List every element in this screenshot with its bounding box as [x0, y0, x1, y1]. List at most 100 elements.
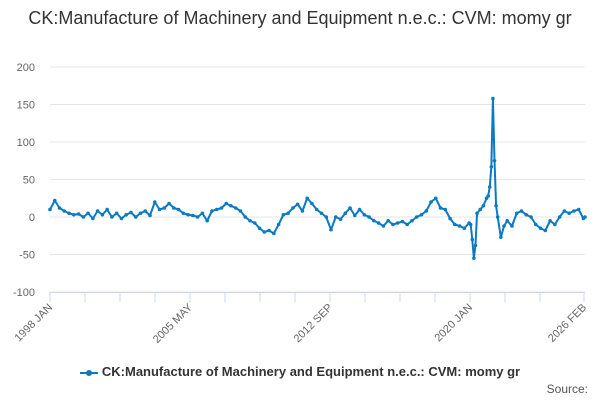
data-point[interactable]: [152, 200, 157, 204]
data-point[interactable]: [438, 206, 443, 210]
data-point[interactable]: [314, 207, 319, 212]
data-point[interactable]: [229, 203, 233, 208]
data-point[interactable]: [491, 96, 495, 101]
data-point[interactable]: [224, 201, 229, 206]
data-point[interactable]: [262, 230, 267, 234]
data-point[interactable]: [492, 158, 497, 163]
data-point[interactable]: [86, 211, 90, 216]
data-point[interactable]: [338, 217, 343, 222]
data-point[interactable]: [267, 228, 271, 233]
data-point[interactable]: [433, 196, 438, 201]
data-point[interactable]: [295, 202, 300, 207]
data-point[interactable]: [129, 210, 133, 215]
data-point[interactable]: [138, 211, 143, 216]
data-point[interactable]: [195, 215, 200, 219]
data-point[interactable]: [72, 212, 76, 217]
data-point[interactable]: [353, 213, 357, 218]
data-point[interactable]: [148, 213, 152, 218]
data-point[interactable]: [329, 227, 333, 232]
data-point[interactable]: [381, 224, 386, 228]
data-point[interactable]: [238, 209, 243, 213]
data-point[interactable]: [462, 226, 467, 231]
data-point[interactable]: [583, 215, 587, 219]
data-point[interactable]: [472, 256, 476, 261]
data-point[interactable]: [200, 211, 205, 216]
data-point[interactable]: [286, 211, 290, 216]
data-point[interactable]: [538, 226, 543, 231]
data-point[interactable]: [557, 215, 562, 219]
data-point[interactable]: [210, 209, 214, 213]
data-point[interactable]: [248, 218, 252, 223]
data-point[interactable]: [48, 207, 52, 212]
data-point[interactable]: [57, 206, 62, 210]
data-point[interactable]: [502, 224, 506, 228]
data-point[interactable]: [514, 211, 519, 216]
data-point[interactable]: [162, 206, 167, 210]
data-point[interactable]: [348, 206, 352, 210]
data-point[interactable]: [319, 211, 324, 216]
data-point[interactable]: [529, 215, 533, 219]
data-point[interactable]: [310, 201, 314, 206]
data-point[interactable]: [424, 209, 429, 213]
data-point[interactable]: [214, 207, 219, 212]
data-point[interactable]: [205, 218, 209, 223]
data-point[interactable]: [453, 222, 457, 227]
data-point[interactable]: [489, 164, 494, 169]
data-point[interactable]: [343, 211, 348, 216]
data-point[interactable]: [362, 212, 367, 217]
data-point[interactable]: [119, 216, 124, 221]
data-point[interactable]: [110, 215, 114, 219]
data-point[interactable]: [448, 216, 452, 221]
data-point[interactable]: [391, 222, 395, 227]
data-point[interactable]: [386, 218, 390, 223]
data-point[interactable]: [357, 207, 362, 212]
data-point[interactable]: [252, 221, 257, 225]
data-point[interactable]: [481, 203, 486, 208]
data-point[interactable]: [548, 218, 552, 223]
data-point[interactable]: [167, 201, 171, 206]
data-point[interactable]: [505, 218, 510, 223]
data-point[interactable]: [487, 185, 492, 189]
data-point[interactable]: [524, 212, 529, 217]
data-point[interactable]: [62, 209, 67, 213]
data-point[interactable]: [52, 198, 57, 203]
data-point[interactable]: [510, 224, 514, 228]
data-point[interactable]: [553, 222, 557, 227]
data-point[interactable]: [543, 228, 548, 233]
data-point[interactable]: [243, 215, 248, 219]
data-point[interactable]: [405, 222, 409, 227]
data-point[interactable]: [414, 215, 419, 219]
data-point[interactable]: [124, 212, 129, 217]
data-point[interactable]: [443, 207, 448, 212]
data-point[interactable]: [186, 212, 190, 217]
data-point[interactable]: [367, 215, 371, 219]
data-point[interactable]: [257, 226, 262, 231]
data-point[interactable]: [172, 206, 176, 210]
data-point[interactable]: [67, 211, 71, 216]
data-point[interactable]: [291, 206, 295, 210]
data-point[interactable]: [219, 206, 224, 210]
data-point[interactable]: [395, 221, 400, 225]
data-point[interactable]: [133, 215, 138, 219]
data-point[interactable]: [181, 211, 186, 216]
data-point[interactable]: [233, 206, 238, 210]
data-point[interactable]: [410, 218, 414, 223]
data-point[interactable]: [400, 219, 405, 224]
data-point[interactable]: [176, 207, 181, 212]
data-point[interactable]: [272, 231, 276, 236]
data-point[interactable]: [95, 209, 100, 213]
data-point[interactable]: [105, 207, 109, 212]
data-point[interactable]: [305, 196, 309, 201]
data-point[interactable]: [376, 221, 381, 225]
data-point[interactable]: [486, 194, 490, 198]
data-point[interactable]: [470, 237, 475, 242]
data-point[interactable]: [475, 211, 479, 216]
data-point[interactable]: [372, 218, 376, 223]
data-point[interactable]: [429, 200, 433, 204]
data-point[interactable]: [419, 212, 424, 217]
data-point[interactable]: [114, 211, 119, 216]
data-point[interactable]: [576, 207, 581, 212]
data-point[interactable]: [473, 243, 478, 248]
data-point[interactable]: [499, 235, 503, 240]
data-point[interactable]: [276, 222, 281, 227]
